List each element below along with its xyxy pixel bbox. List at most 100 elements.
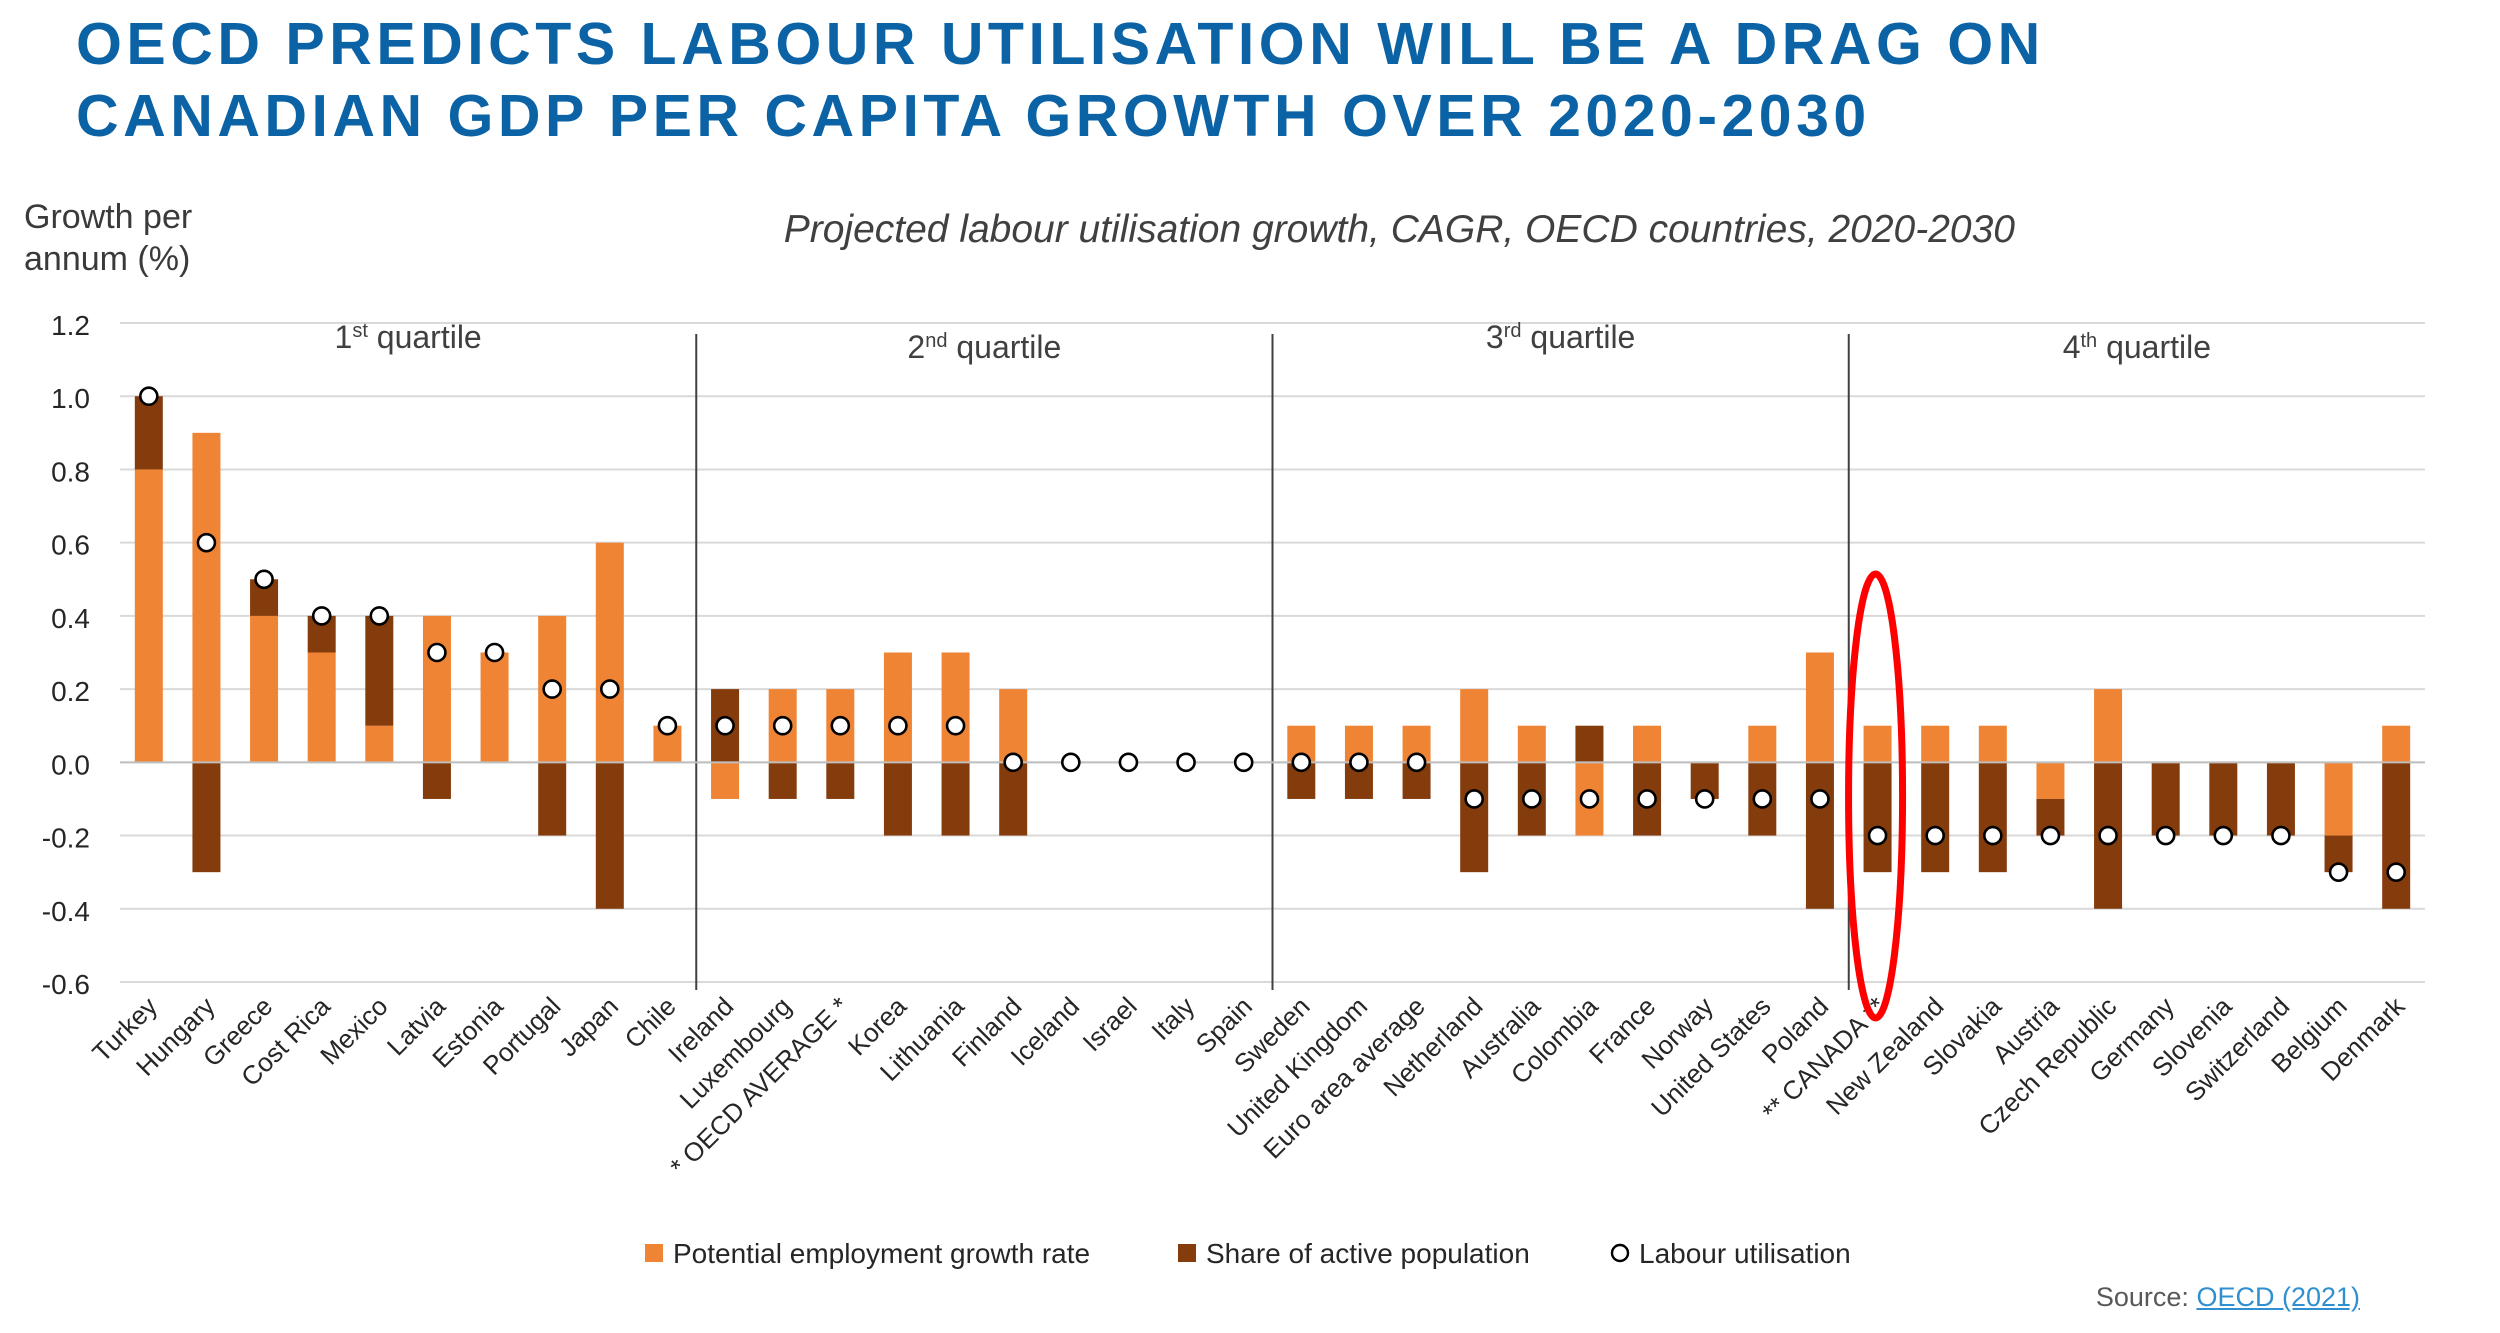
marker-labour-utilisation — [1291, 752, 1312, 773]
y-axis-title-line-2: annum (%) — [24, 240, 191, 278]
marker-labour-utilisation — [1925, 825, 1945, 846]
legend-label: Potential employment growth rate — [673, 1238, 1090, 1269]
marker-labour-utilisation — [1694, 789, 1715, 809]
y-tick-label: 0.2 — [51, 676, 90, 707]
bar-potential-employment — [307, 652, 336, 763]
marker-labour-utilisation — [2213, 825, 2234, 846]
quartile-label: 2nd quartile — [907, 329, 1061, 365]
highlight-ellipse — [1845, 570, 1907, 1022]
y-tick-label: 0.6 — [51, 530, 90, 561]
chart-title: Projected labour utilisation growth, CAG… — [783, 208, 2015, 251]
marker-labour-utilisation — [254, 569, 274, 590]
bar-potential-employment — [250, 615, 279, 763]
bar-share-active-population — [2209, 762, 2238, 836]
bar-potential-employment — [422, 615, 451, 763]
y-tick-label: 0.4 — [51, 603, 90, 634]
marker-labour-utilisation — [1637, 789, 1657, 809]
legend-swatch-share-active-population — [1178, 1244, 1196, 1262]
bar-share-active-population — [192, 762, 221, 873]
bar-potential-employment — [1978, 725, 2007, 763]
marker-labour-utilisation — [1406, 752, 1427, 773]
legend-label: Labour utilisation — [1639, 1238, 1851, 1269]
x-category-label: Japan — [553, 991, 624, 1062]
source-link[interactable]: OECD (2021) — [2196, 1282, 2360, 1312]
source-prefix: Source: — [2095, 1282, 2197, 1312]
y-tick-label: -0.6 — [42, 969, 90, 1000]
marker-labour-utilisation — [542, 679, 562, 699]
bar-share-active-population — [941, 762, 970, 836]
marker-labour-utilisation — [715, 715, 735, 736]
bar-share-active-population — [1978, 762, 2007, 873]
marker-labour-utilisation — [369, 606, 390, 626]
quartile-label: 4th quartile — [2063, 329, 2211, 365]
bar-potential-employment — [2324, 762, 2353, 836]
bar-potential-employment — [999, 689, 1028, 763]
marker-labour-utilisation — [427, 642, 447, 663]
bar-potential-employment — [480, 652, 509, 763]
marker-labour-utilisation — [945, 715, 966, 736]
bar-share-active-population — [768, 762, 797, 799]
headline-line-1: OECD PREDICTS LABOUR UTILISATION WILL BE… — [76, 11, 2045, 77]
marker-labour-utilisation — [1522, 789, 1542, 809]
marker-labour-utilisation — [830, 715, 851, 736]
bar-share-active-population — [2151, 762, 2180, 836]
marker-labour-utilisation — [600, 679, 620, 699]
marker-labour-utilisation — [1464, 789, 1484, 809]
marker-labour-utilisation — [311, 606, 332, 626]
marker-labour-utilisation — [1867, 825, 1888, 846]
bar-share-active-population — [365, 615, 394, 726]
bar-potential-employment — [2094, 689, 2123, 763]
bar-potential-employment — [192, 432, 221, 763]
bar-potential-employment — [1748, 725, 1777, 763]
source-note: Source: OECD (2021) — [2096, 1282, 2360, 1313]
bar-potential-employment — [2036, 762, 2065, 799]
y-tick-label: 0.8 — [51, 456, 90, 487]
bar-share-active-population — [2266, 762, 2295, 836]
y-tick-label: 1.0 — [51, 383, 90, 414]
bar-share-active-population — [422, 762, 451, 799]
bar-share-active-population — [595, 762, 624, 909]
y-axis-title: Growth per annum (%) — [24, 196, 192, 280]
marker-labour-utilisation — [1003, 752, 1023, 773]
bar-potential-employment — [595, 542, 624, 763]
bar-potential-employment — [1921, 725, 1950, 763]
marker-labour-utilisation — [1810, 789, 1830, 809]
bar-potential-employment — [2382, 725, 2411, 763]
quartile-label: 1st quartile — [335, 319, 482, 355]
bar-share-active-population — [1805, 762, 1834, 909]
bar-share-active-population — [1921, 762, 1950, 873]
marker-labour-utilisation — [139, 386, 159, 407]
bar-potential-employment — [1517, 725, 1546, 763]
marker-labour-utilisation — [1579, 789, 1600, 809]
marker-labour-utilisation — [2271, 825, 2291, 846]
bar-share-active-population — [1460, 762, 1489, 873]
marker-labour-utilisation — [2098, 825, 2118, 846]
marker-labour-utilisation — [1752, 789, 1773, 809]
marker-labour-utilisation — [657, 715, 678, 736]
x-category-label: Israel — [1077, 991, 1143, 1057]
y-tick-label: -0.4 — [42, 896, 90, 927]
marker-labour-utilisation — [2040, 825, 2061, 846]
marker-labour-utilisation — [2386, 862, 2406, 882]
marker-labour-utilisation — [888, 715, 908, 736]
bar-share-active-population — [999, 762, 1028, 836]
bar-share-active-population — [1575, 725, 1604, 763]
marker-labour-utilisation — [1233, 752, 1254, 773]
headline-line-2: CANADIAN GDP PER CAPITA GROWTH OVER 2020… — [76, 83, 1871, 149]
legend-label: Share of active population — [1206, 1238, 1530, 1269]
bar-share-active-population — [1863, 762, 1892, 873]
quartile-label: 3rd quartile — [1486, 319, 1635, 355]
bar-share-active-population — [134, 396, 163, 470]
y-tick-label: 1.2 — [51, 310, 90, 341]
marker-labour-utilisation — [484, 642, 505, 663]
bar-share-active-population — [2382, 762, 2411, 909]
legend-marker-labour-utilisation — [1610, 1243, 1630, 1263]
marker-labour-utilisation — [1118, 752, 1139, 773]
bar-share-active-population — [883, 762, 912, 836]
bar-potential-employment — [1460, 689, 1489, 763]
marker-labour-utilisation — [1061, 752, 1081, 773]
y-tick-label: -0.2 — [42, 823, 90, 854]
marker-labour-utilisation — [196, 532, 217, 553]
